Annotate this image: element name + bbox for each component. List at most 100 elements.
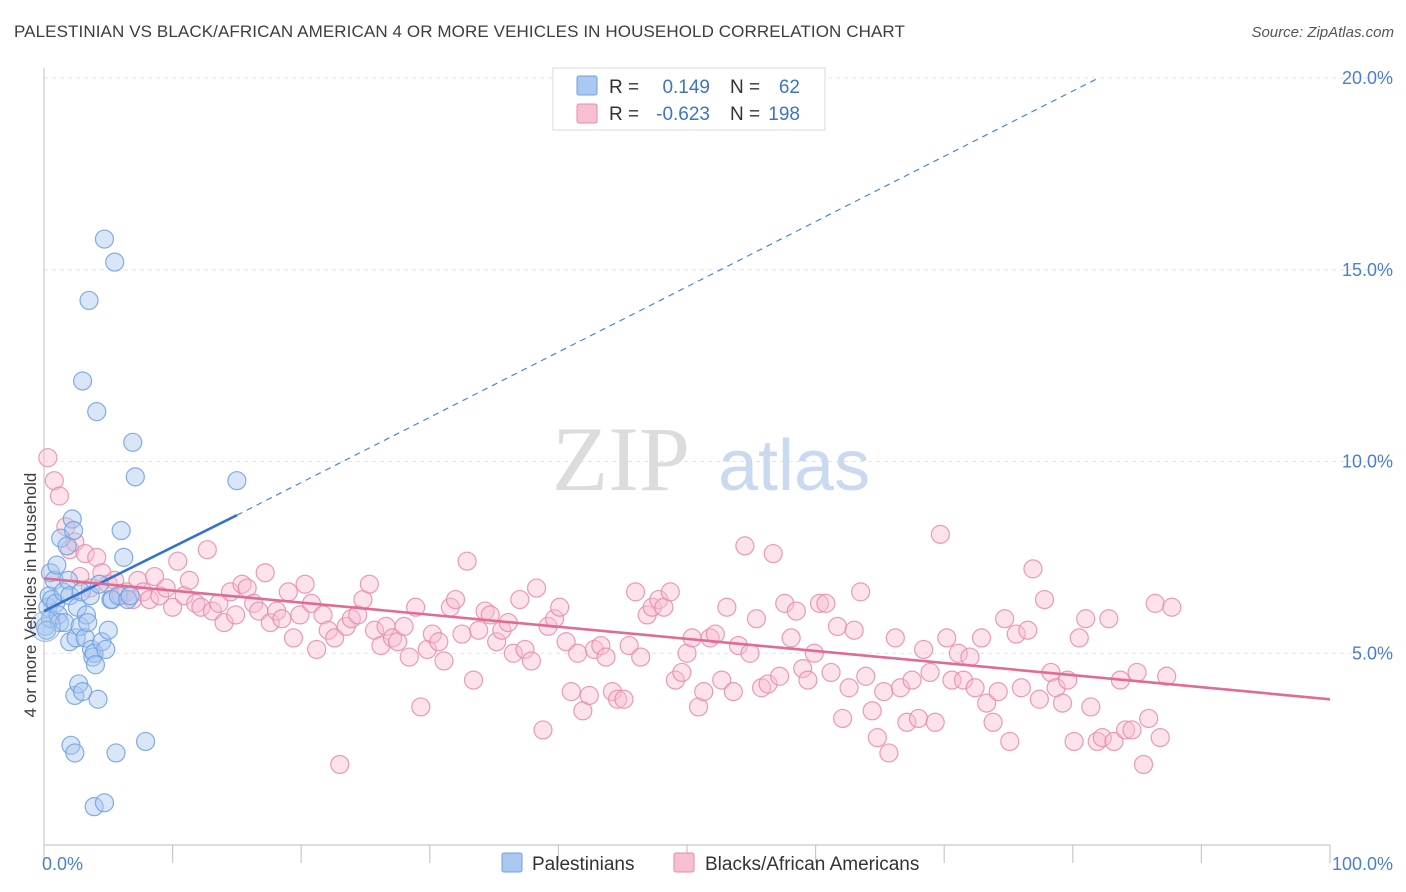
black-point-91 — [561, 681, 581, 702]
black-point-96 — [591, 635, 611, 656]
black-point-102 — [625, 582, 646, 602]
black-point-99 — [607, 689, 628, 709]
chart-title: PALESTINIAN VS BLACK/AFRICAN AMERICAN 4 … — [14, 22, 905, 41]
black-trend-line — [43, 577, 1331, 701]
watermark-zip: ZIP — [552, 408, 690, 510]
black-point-187 — [1115, 720, 1136, 740]
black-point-73 — [457, 551, 477, 571]
bottom-legend-blacks: Blacks/African Americans — [705, 854, 919, 875]
black-point-179 — [1069, 628, 1089, 648]
black-point-71 — [445, 589, 466, 610]
black-point-173 — [1034, 589, 1055, 610]
black-point-191 — [1139, 708, 1159, 729]
palestinian-point-40 — [87, 402, 107, 422]
black-point-136 — [821, 662, 841, 683]
black-point-18 — [139, 589, 160, 610]
black-point-20 — [150, 586, 170, 606]
black-point-135 — [816, 593, 836, 613]
y-tick-label-3: 20.0% — [1342, 68, 1393, 88]
legend-swatch-palestinians — [576, 75, 598, 96]
black-point-138 — [833, 708, 853, 729]
black-point-150 — [902, 670, 922, 690]
black-point-137 — [827, 616, 848, 637]
black-point-139 — [839, 678, 859, 698]
watermark: ZIP atlas — [552, 408, 870, 510]
legend-box — [552, 67, 826, 131]
black-point-72 — [452, 624, 472, 644]
black-point-129 — [781, 628, 801, 648]
black-point-117 — [712, 670, 732, 690]
black-point-185 — [1104, 731, 1124, 752]
black-point-67 — [422, 624, 442, 644]
black-point-118 — [717, 597, 737, 617]
watermark-atlas: atlas — [718, 426, 870, 506]
bottom-legend-palestinians: Palestinians — [532, 854, 634, 875]
black-point-166 — [995, 609, 1015, 629]
black-point-146 — [879, 743, 899, 763]
x-tick-label-0: 0.0% — [42, 854, 83, 874]
black-point-134 — [809, 593, 830, 613]
black-point-140 — [844, 620, 864, 640]
palestinian-point-44 — [94, 229, 115, 249]
black-point-105 — [642, 597, 662, 617]
palestinian-point-57 — [123, 432, 143, 452]
black-point-159 — [953, 670, 974, 690]
black-point-41 — [272, 609, 292, 629]
black-point-101 — [619, 635, 639, 656]
x-tick-label-1: 100.0% — [1332, 854, 1393, 874]
legend-swatch-blacks — [576, 103, 598, 124]
black-point-69 — [434, 651, 454, 671]
black-point-89 — [550, 597, 570, 617]
black-point-143 — [862, 701, 882, 721]
black-point-92 — [568, 643, 588, 663]
data-points — [29, 229, 1182, 817]
black-point-19 — [144, 566, 165, 587]
black-point-178 — [1064, 731, 1084, 752]
bottom-legend-swatch-palestinians — [501, 852, 523, 873]
black-point-192 — [1145, 593, 1165, 613]
black-point-125 — [758, 674, 778, 694]
black-point-151 — [908, 708, 929, 729]
black-point-44 — [290, 605, 310, 625]
black-point-39 — [260, 612, 280, 633]
y-tick-label-2: 15.0% — [1342, 260, 1393, 280]
palestinian-point-46 — [96, 639, 116, 660]
palestinian-point-60 — [227, 471, 247, 491]
palestinian-point-37 — [84, 797, 104, 817]
black-point-180 — [1076, 609, 1096, 629]
black-point-119 — [723, 681, 743, 702]
chart-source: Source: ZipAtlas.com — [1251, 24, 1394, 41]
black-point-171 — [1023, 559, 1043, 579]
black-point-62 — [394, 616, 414, 637]
palestinian-point-32 — [78, 612, 98, 633]
black-point-23 — [168, 551, 188, 571]
palestinian-point-47 — [98, 620, 118, 640]
black-point-194 — [1157, 666, 1177, 686]
palestinian-point-41 — [88, 689, 108, 709]
black-point-78 — [487, 632, 507, 652]
black-point-100 — [614, 689, 634, 709]
palestinian-point-8 — [47, 555, 67, 575]
black-point-168 — [1006, 624, 1026, 644]
legend-n-label-2: N = — [730, 104, 760, 125]
black-point-148 — [890, 678, 911, 698]
black-point-149 — [897, 712, 917, 732]
black-point-155 — [930, 524, 950, 544]
black-point-51 — [330, 754, 350, 775]
black-point-83 — [515, 639, 535, 660]
black-point-81 — [503, 643, 523, 663]
black-point-164 — [983, 712, 1003, 732]
black-point-130 — [786, 601, 806, 621]
black-point-90 — [556, 632, 576, 652]
palestinian-point-53 — [111, 520, 131, 541]
palestinian-trend-extension — [236, 77, 1099, 516]
black-point-86 — [533, 720, 553, 740]
palestinian-point-20 — [63, 520, 84, 541]
palestinian-point-45 — [94, 793, 115, 813]
black-point-28 — [197, 540, 217, 560]
palestinian-point-31 — [76, 605, 97, 625]
black-point-181 — [1081, 697, 1101, 717]
black-point-190 — [1133, 754, 1154, 775]
black-point-97 — [596, 647, 616, 667]
black-point-121 — [735, 536, 755, 556]
